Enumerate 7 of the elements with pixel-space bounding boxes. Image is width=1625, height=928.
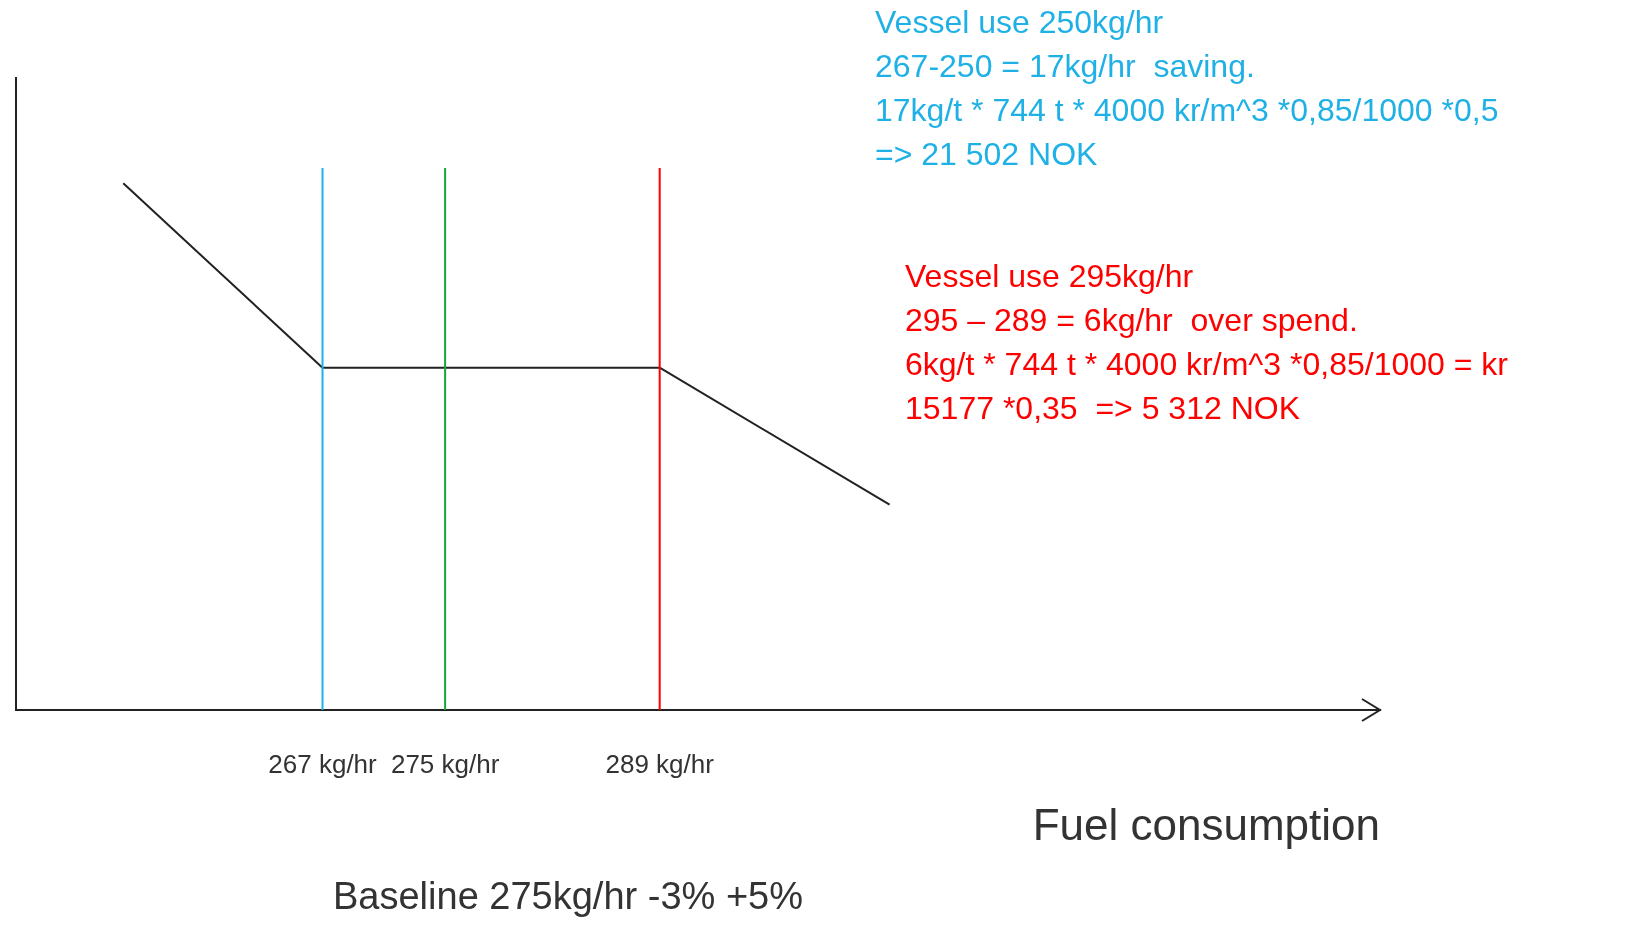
- text: Baseline 275kg/hr -3% +5%: [332, 875, 804, 918]
- x-tick-label: 267 kg/hr: [268, 748, 378, 779]
- text: Vessel use 250kg/hr 267-250 = 17kg/hr saving. 17kg/t * 744 t * 4000 kr/m^3 *0,85/1000 *0,5 => 21 502 NOK: [875, 3, 1499, 172]
- x-tick-label: 289 kg/hr: [605, 748, 715, 779]
- x-tick-label: 275 kg/hr: [390, 748, 500, 779]
- x-axis-title: Fuel consumption: [1032, 799, 1380, 849]
- annotation: Vessel use 295kg/hr 295 – 289 = 6kg/hr over spend. 6kg/t * 744 t * 4000 kr/m^3 *0,85/1000 = kr 15177 *0,35 => 5 312 NOK: [905, 257, 1509, 426]
